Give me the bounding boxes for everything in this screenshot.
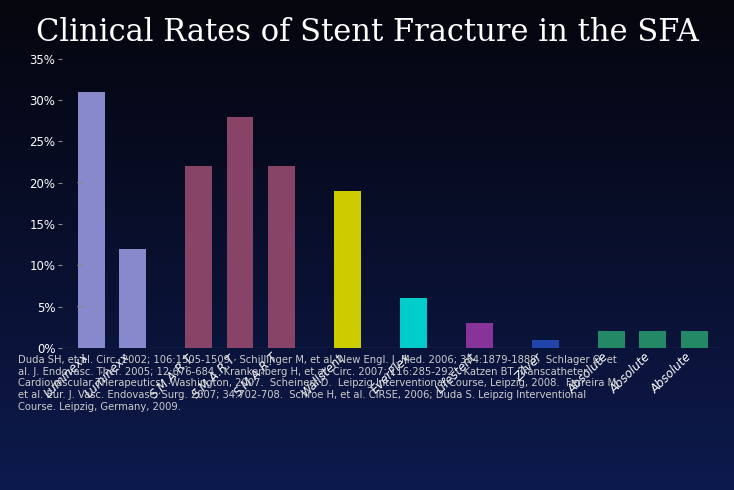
- Text: Duda SH, et al. Circ. 2002; 106:1505-1509.  Schillinger M, et al. New Engl. J. M: Duda SH, et al. Circ. 2002; 106:1505-150…: [18, 355, 619, 412]
- Bar: [400, 298, 426, 348]
- Bar: [598, 331, 625, 348]
- Bar: [334, 191, 360, 348]
- Bar: [119, 249, 146, 348]
- Bar: [466, 323, 493, 348]
- Bar: [680, 331, 708, 348]
- Bar: [639, 331, 666, 348]
- Bar: [78, 92, 105, 348]
- Text: Clinical Rates of Stent Fracture in the SFA: Clinical Rates of Stent Fracture in the …: [35, 17, 699, 48]
- Bar: [268, 166, 294, 348]
- Bar: [227, 117, 253, 348]
- Bar: [532, 340, 559, 348]
- Bar: [185, 166, 212, 348]
